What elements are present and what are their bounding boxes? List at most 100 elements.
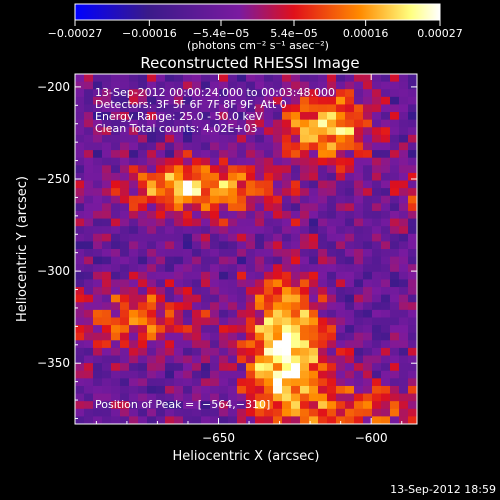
heatmap-cell — [210, 74, 220, 83]
heatmap-cell — [336, 81, 346, 90]
heatmap-cell — [237, 134, 247, 143]
heatmap-cell — [282, 96, 292, 105]
heatmap-cell — [372, 104, 382, 113]
heatmap-cell — [228, 210, 238, 219]
heatmap-cell — [192, 309, 202, 318]
heatmap-cell — [237, 233, 247, 242]
heatmap-cell — [354, 195, 364, 204]
heatmap-cell — [84, 332, 94, 341]
heatmap-cell — [147, 89, 157, 98]
heatmap-cell — [273, 363, 283, 372]
heatmap-cell — [228, 165, 238, 174]
heatmap-cell — [228, 294, 238, 303]
heatmap-cell — [354, 119, 364, 128]
heatmap-cell — [129, 264, 139, 273]
heatmap-cell — [111, 332, 121, 341]
heatmap-cell — [408, 347, 417, 356]
heatmap-cell — [138, 264, 148, 273]
heatmap-cell — [111, 249, 121, 258]
heatmap-cell — [237, 363, 247, 372]
heatmap-cell — [219, 81, 229, 90]
heatmap-cell — [300, 347, 310, 356]
heatmap-cell — [138, 119, 148, 128]
heatmap-cell — [291, 150, 301, 159]
heatmap-cell — [345, 279, 355, 288]
heatmap-cell — [255, 226, 265, 235]
heatmap-cell — [138, 112, 148, 121]
heatmap-cell — [372, 142, 382, 151]
heatmap-cell — [237, 218, 247, 227]
heatmap-cell — [201, 363, 211, 372]
heatmap-cell — [192, 271, 202, 280]
heatmap-cell — [327, 157, 337, 166]
heatmap-cell — [120, 340, 130, 349]
heatmap-cell — [174, 195, 184, 204]
heatmap-cell — [138, 271, 148, 280]
heatmap-cell — [318, 134, 328, 143]
heatmap-cell — [399, 195, 409, 204]
heatmap-cell — [84, 203, 94, 212]
heatmap-cell — [219, 385, 229, 394]
heatmap-cell — [219, 256, 229, 265]
heatmap-cell — [75, 165, 85, 174]
heatmap-cell — [183, 332, 193, 341]
heatmap-cell — [246, 325, 256, 334]
heatmap-cell — [381, 218, 391, 227]
heatmap-cell — [111, 347, 121, 356]
heatmap-cell — [129, 378, 139, 387]
heatmap-cell — [264, 287, 274, 296]
heatmap-cell — [156, 294, 166, 303]
heatmap-cell — [354, 256, 364, 265]
heatmap-cell — [165, 210, 175, 219]
heatmap-cell — [255, 385, 265, 394]
heatmap-cell — [327, 119, 337, 128]
heatmap-cell — [282, 150, 292, 159]
heatmap-cell — [228, 309, 238, 318]
heatmap-cell — [273, 157, 283, 166]
heatmap-cell — [309, 416, 319, 424]
heatmap-cell — [138, 96, 148, 105]
heatmap-cell — [282, 134, 292, 143]
heatmap-cell — [174, 74, 184, 83]
heatmap-cell — [75, 325, 85, 334]
heatmap-cell — [246, 226, 256, 235]
heatmap-cell — [381, 347, 391, 356]
heatmap-cell — [183, 340, 193, 349]
heatmap-cell — [408, 332, 417, 341]
heatmap-cell — [363, 112, 373, 121]
heatmap-cell — [219, 264, 229, 273]
heatmap-cell — [174, 317, 184, 326]
heatmap-cell — [192, 363, 202, 372]
heatmap-cell — [228, 363, 238, 372]
heatmap-cell — [399, 309, 409, 318]
heatmap-cell — [219, 226, 229, 235]
heatmap-cell — [165, 363, 175, 372]
heatmap-cell — [273, 287, 283, 296]
heatmap-cell — [381, 340, 391, 349]
heatmap-cell — [84, 74, 94, 83]
heatmap-cell — [354, 302, 364, 311]
heatmap-cell — [102, 363, 112, 372]
heatmap-cell — [246, 385, 256, 394]
heatmap-cell — [156, 385, 166, 394]
heatmap-cell — [345, 363, 355, 372]
heatmap-cell — [102, 355, 112, 364]
heatmap-cell — [237, 157, 247, 166]
heatmap-cell — [246, 81, 256, 90]
heatmap-cell — [102, 385, 112, 394]
heatmap-cell — [192, 408, 202, 417]
heatmap-cell — [102, 302, 112, 311]
heatmap-cell — [345, 241, 355, 250]
heatmap-cell — [246, 279, 256, 288]
heatmap-cell — [183, 416, 193, 424]
heatmap-cell — [111, 401, 121, 410]
heatmap-cell — [354, 309, 364, 318]
heatmap-cell — [255, 287, 265, 296]
heatmap-cell — [138, 309, 148, 318]
heatmap-cell — [165, 287, 175, 296]
heatmap-cell — [372, 393, 382, 402]
heatmap-cell — [102, 81, 112, 90]
heatmap-cell — [156, 226, 166, 235]
heatmap-cell — [327, 309, 337, 318]
colorbar-tick-label: −0.00016 — [122, 27, 177, 40]
